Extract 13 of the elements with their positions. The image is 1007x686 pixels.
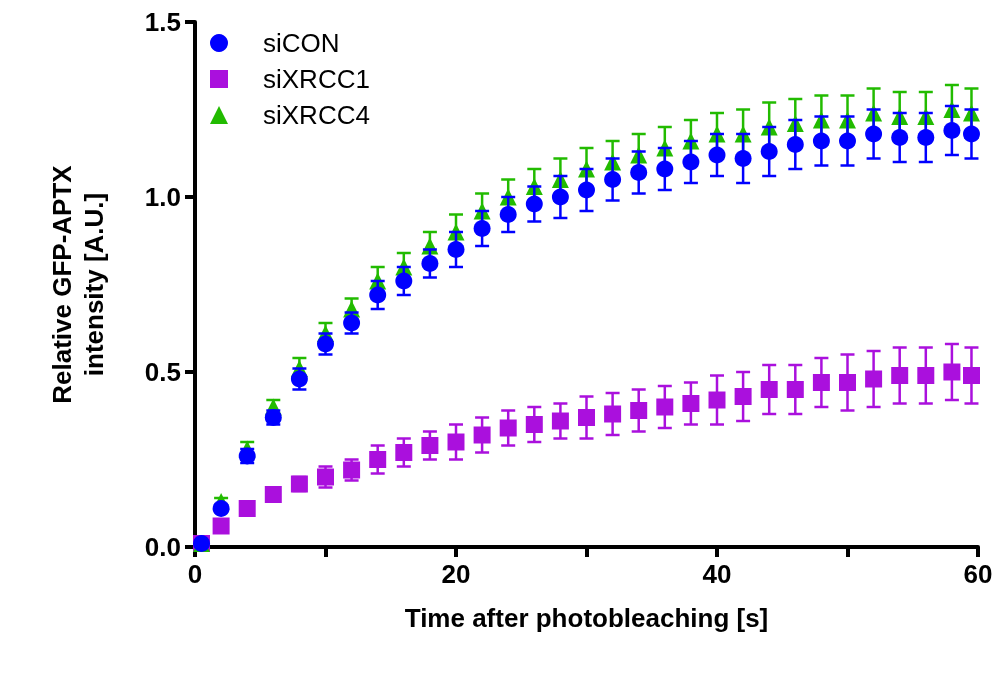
y-tick-label: 1.0 bbox=[144, 182, 181, 212]
y-tick-label: 0.5 bbox=[144, 357, 181, 387]
y-tick-label: 1.5 bbox=[144, 7, 181, 37]
legend-label: siCON bbox=[263, 28, 340, 58]
legend-label: siXRCC4 bbox=[263, 100, 370, 130]
legend-label: siXRCC1 bbox=[263, 64, 370, 94]
y-tick-label: 0.0 bbox=[144, 532, 181, 562]
x-tick-label: 20 bbox=[441, 559, 471, 589]
x-axis-title: Time after photobleaching [s] bbox=[404, 603, 769, 633]
x-tick-label: 60 bbox=[963, 559, 993, 589]
x-tick-label: 40 bbox=[702, 559, 732, 589]
x-tick-label: 0 bbox=[187, 559, 203, 589]
y-axis-title: Relative GFP-APTX intensity [A.U.] bbox=[47, 164, 109, 404]
